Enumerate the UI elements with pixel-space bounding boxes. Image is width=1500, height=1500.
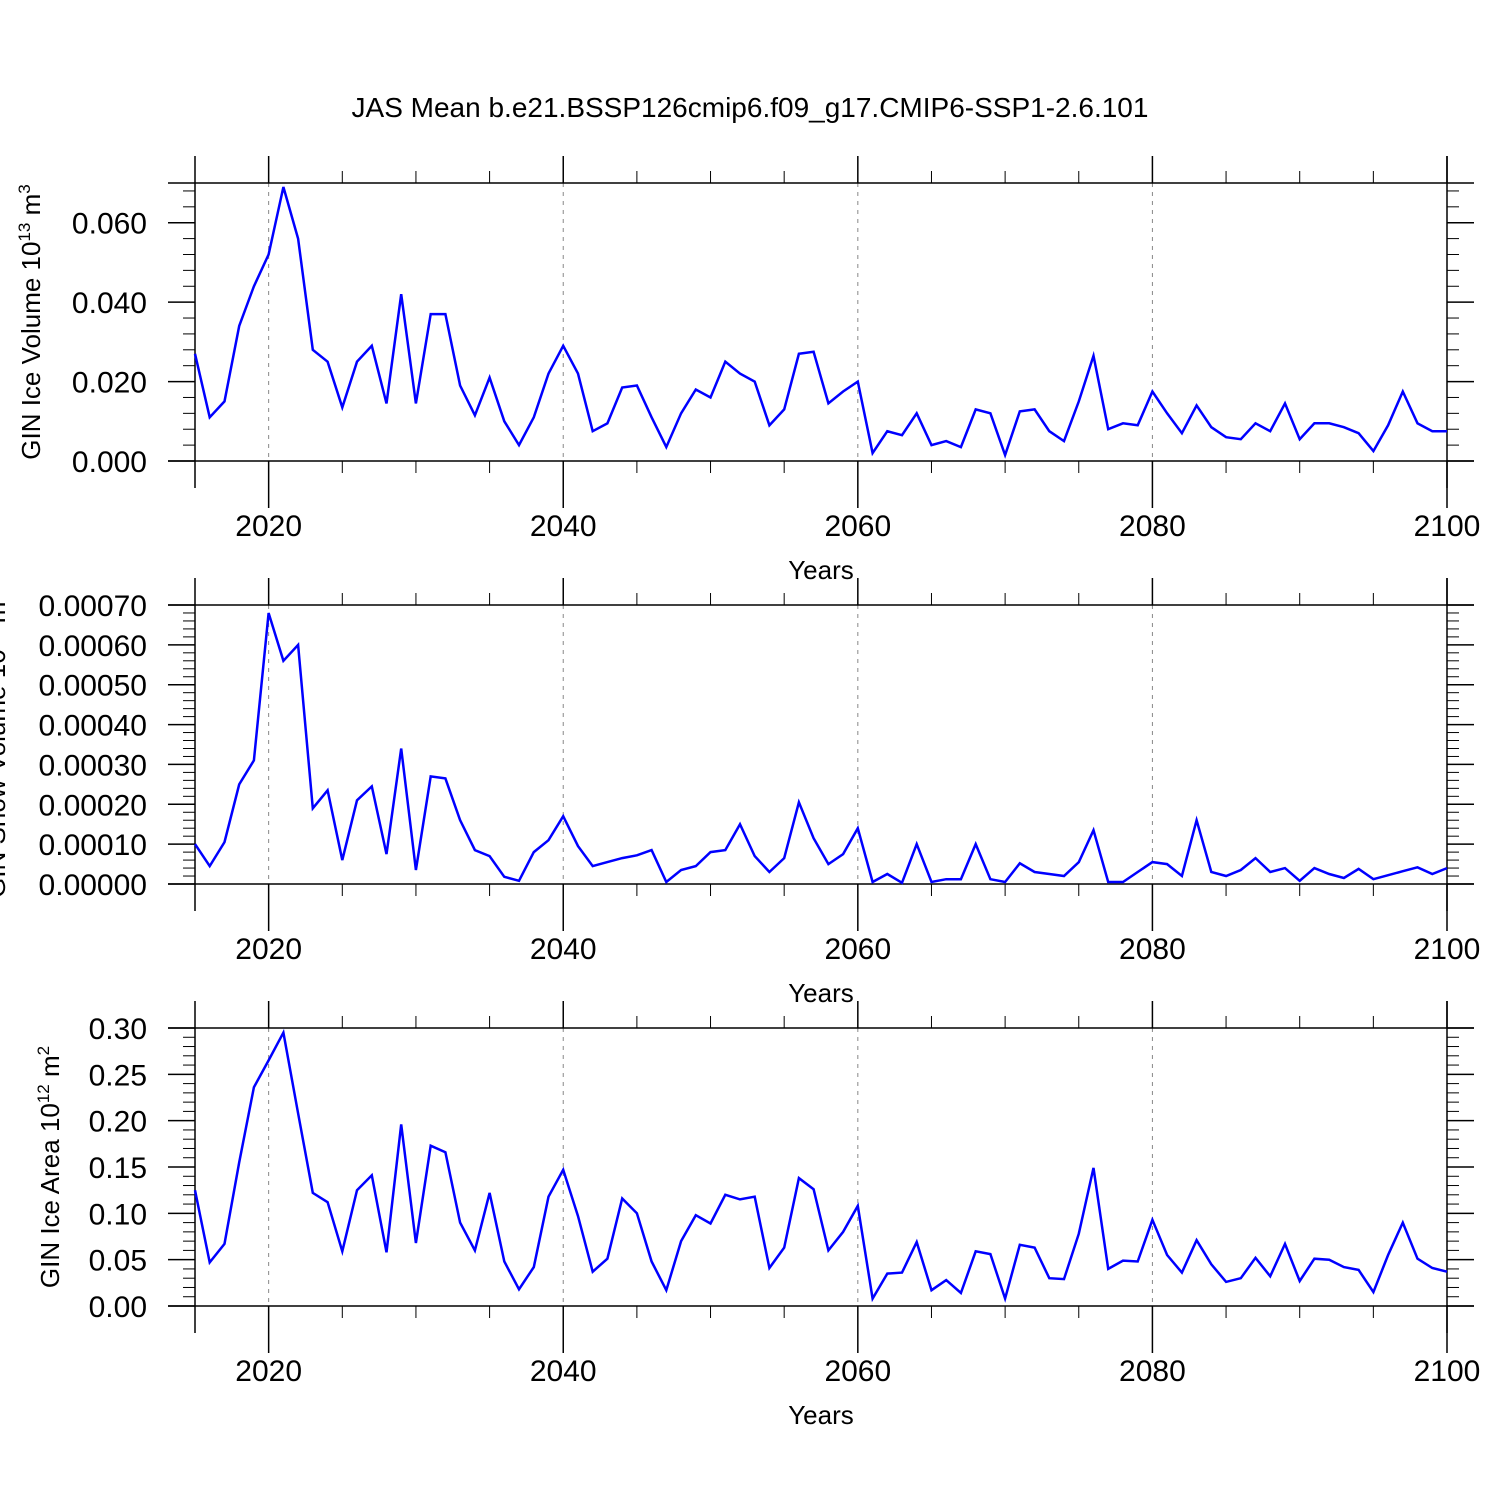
x-tick-label: 2020 (235, 933, 302, 966)
series-line (193, 1028, 1448, 1303)
x-tick-label: 2080 (1119, 1355, 1186, 1388)
y-tick-label: 0.00020 (39, 789, 147, 822)
x-tick-label: 2100 (1414, 933, 1481, 966)
x-tick-label: 2020 (235, 1355, 302, 1388)
y-tick-label: 0.15 (89, 1152, 147, 1185)
y-tick-label: 0.20 (89, 1106, 147, 1139)
x-tick-label: 2040 (530, 510, 597, 543)
x-axis-label: Years (788, 1400, 854, 1430)
x-tick-label: 2080 (1119, 933, 1186, 966)
x-tick-label: 2060 (824, 1355, 891, 1388)
x-tick-label: 2100 (1414, 510, 1481, 543)
y-tick-label: 0.05 (89, 1245, 147, 1278)
y-axis-label: GIN Ice Volume 1013 m3 (15, 184, 46, 460)
y-tick-label: 0.25 (89, 1059, 147, 1092)
y-tick-label: 0.040 (72, 287, 147, 320)
x-tick-label: 2100 (1414, 1355, 1481, 1388)
y-tick-label: 0.00 (89, 1291, 147, 1324)
chart-panel-1: 2020 2040 2060 2080 2100 0.000 0.020 0.040 0.060… (15, 156, 1480, 585)
y-axis-label: GIN Ice Area 1012 m2 (34, 1046, 65, 1288)
chart-panel-2: 2020 2040 2060 2080 2100 0.00000 0.00010 0.0002… (0, 578, 1480, 1008)
y-tick-label: 0.00060 (39, 630, 147, 663)
x-tick-label: 2040 (530, 1355, 597, 1388)
x-tick-label: 2040 (530, 933, 597, 966)
y-axis-label: GIN Snow Volume 1013 m3 (0, 592, 11, 898)
y-tick-label: 0.060 (72, 208, 147, 241)
x-tick-label: 2020 (235, 510, 302, 543)
y-tick-label: 0.020 (72, 367, 147, 400)
y-tick-label: 0.00000 (39, 869, 147, 902)
y-tick-label: 0.10 (89, 1198, 147, 1231)
x-axis-label: Years (788, 978, 854, 1008)
chart-panel-3: 2020 2040 2060 2080 2100 0.00 0.05 0.10 0.15 0.20… (34, 1001, 1480, 1430)
x-tick-label: 2060 (824, 933, 891, 966)
y-tick-label: 0.00040 (39, 710, 147, 743)
y-tick-label: 0.00030 (39, 749, 147, 782)
y-tick-label: 0.000 (72, 446, 147, 479)
x-axis-label: Years (788, 555, 854, 585)
x-tick-label: 2080 (1119, 510, 1186, 543)
series-line (193, 186, 1447, 459)
figure-title: JAS Mean b.e21.BSSP126cmip6.f09_g17.CMIP… (351, 92, 1149, 123)
series-line (193, 612, 1448, 885)
y-tick-label: 0.00010 (39, 829, 147, 862)
y-tick-label: 0.00050 (39, 670, 147, 703)
x-tick-label: 2060 (824, 510, 891, 543)
y-tick-label: 0.30 (89, 1013, 147, 1046)
y-tick-label: 0.00070 (39, 590, 147, 623)
